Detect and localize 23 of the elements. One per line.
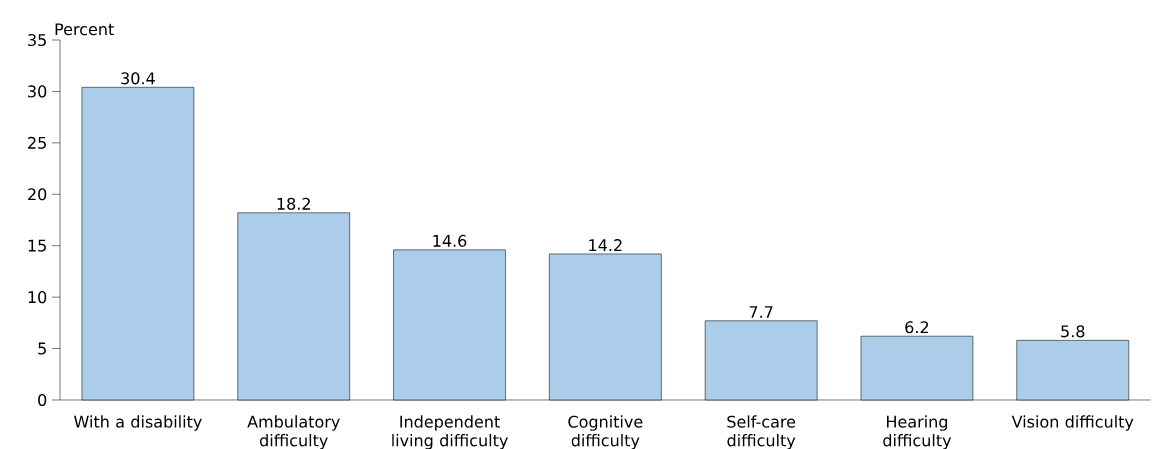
y-tick-label: 35	[28, 33, 46, 47]
data-label: 7.7	[749, 306, 773, 318]
x-tick-label: Self-care difficulty	[727, 415, 796, 449]
x-tick-label: Cognitive difficulty	[568, 415, 643, 449]
y-tick-label: 15	[28, 239, 46, 252]
data-label: 18.2	[277, 197, 310, 210]
y-axis-title: Percent	[55, 23, 114, 36]
x-tick-label: Ambulatory difficulty	[247, 415, 340, 449]
x-tick-label: Hearing difficulty	[883, 415, 952, 449]
data-label: 6.2	[905, 321, 929, 334]
y-tick-label: 25	[28, 136, 46, 149]
x-tick-label: Independent living difficulty	[392, 415, 508, 449]
x-tick-label: With a disability	[74, 415, 202, 431]
y-tick-label: 10	[28, 291, 47, 304]
y-tick-label: 0	[38, 393, 47, 407]
data-label: 30.4	[121, 72, 155, 85]
data-label: 5.8	[1061, 325, 1085, 338]
data-label: 14.6	[433, 234, 467, 247]
y-tick-label: 5	[38, 342, 46, 355]
x-tick-label: Vision difficulty	[1011, 415, 1134, 431]
y-tick-label: 30	[28, 85, 47, 98]
data-label: 14.2	[589, 239, 622, 251]
y-tick-label: 20	[28, 188, 47, 201]
